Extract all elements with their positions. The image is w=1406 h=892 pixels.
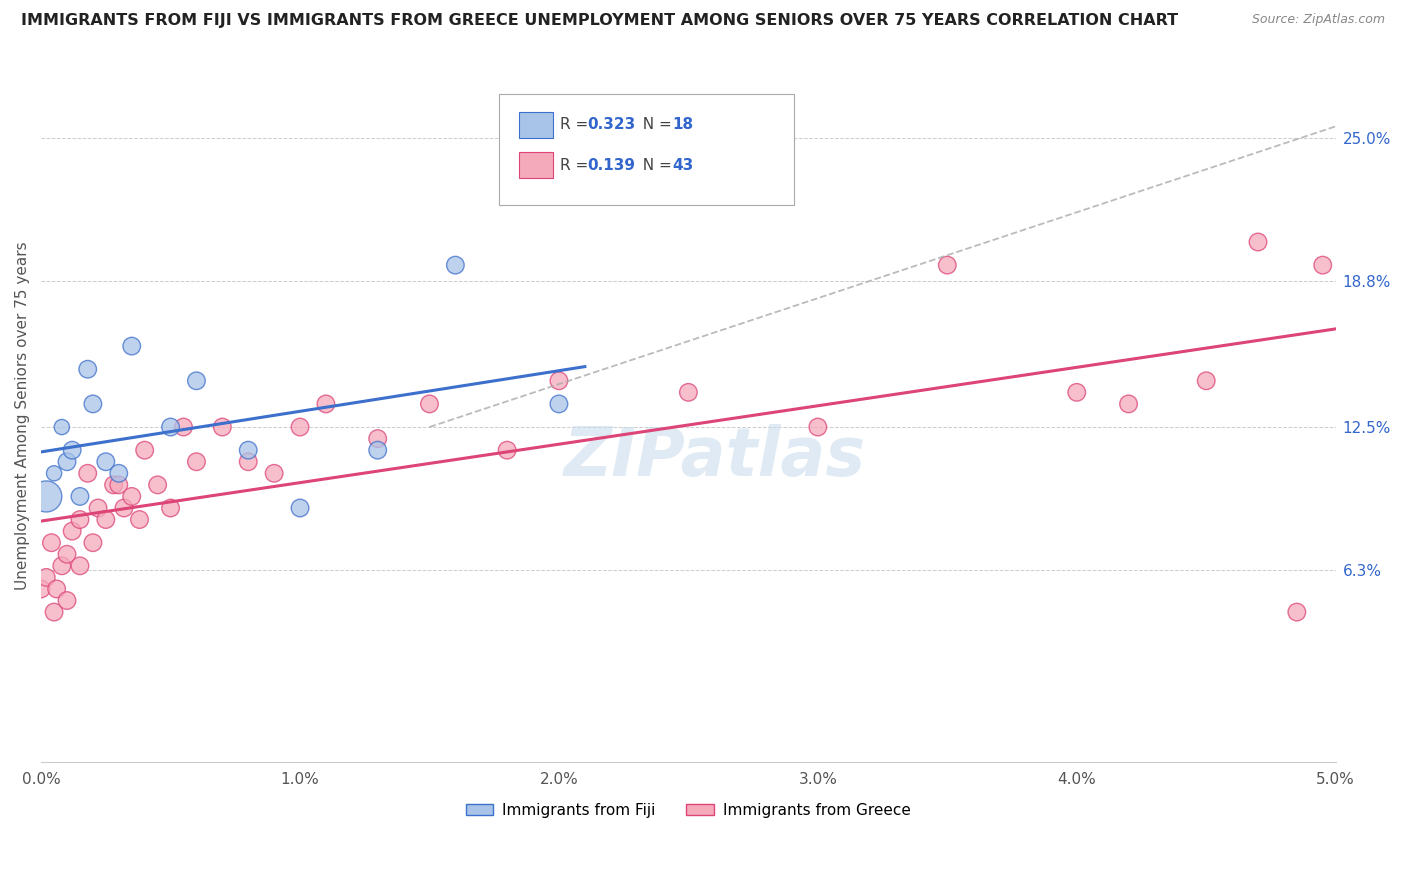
Point	[807, 420, 830, 434]
Point	[35, 570, 58, 584]
Point	[60, 443, 83, 458]
Point	[35, 490, 58, 504]
Point	[51, 420, 73, 434]
Text: ZIPatlas: ZIPatlas	[564, 424, 865, 490]
Point	[76, 467, 98, 481]
Text: Source: ZipAtlas.com: Source: ZipAtlas.com	[1251, 13, 1385, 27]
Point	[134, 443, 156, 458]
Text: N =: N =	[633, 118, 676, 132]
Point	[288, 420, 311, 434]
Point	[56, 593, 79, 607]
Point	[121, 490, 143, 504]
Point	[1195, 374, 1218, 388]
Point	[56, 547, 79, 561]
Text: 0.139: 0.139	[588, 158, 636, 172]
Point	[418, 397, 440, 411]
Point	[263, 467, 285, 481]
Point	[288, 501, 311, 516]
Text: IMMIGRANTS FROM FIJI VS IMMIGRANTS FROM GREECE UNEMPLOYMENT AMONG SENIORS OVER 7: IMMIGRANTS FROM FIJI VS IMMIGRANTS FROM …	[21, 13, 1178, 29]
Point	[69, 490, 91, 504]
Point	[211, 420, 233, 434]
Point	[173, 420, 195, 434]
Point	[69, 512, 91, 526]
Point	[128, 512, 150, 526]
Point	[159, 501, 181, 516]
Text: 18: 18	[672, 118, 693, 132]
Point	[87, 501, 110, 516]
Text: N =: N =	[633, 158, 676, 172]
Y-axis label: Unemployment Among Seniors over 75 years: Unemployment Among Seniors over 75 years	[15, 241, 30, 590]
Point	[76, 362, 98, 376]
Point	[1312, 258, 1334, 272]
Point	[42, 467, 65, 481]
Point	[107, 478, 129, 492]
Point	[238, 455, 260, 469]
Point	[30, 582, 52, 596]
Point	[94, 455, 117, 469]
Legend: Immigrants from Fiji, Immigrants from Greece: Immigrants from Fiji, Immigrants from Gr…	[460, 797, 917, 824]
Text: R =: R =	[560, 158, 593, 172]
Point	[496, 443, 519, 458]
Point	[107, 467, 129, 481]
Point	[42, 605, 65, 619]
Point	[548, 374, 571, 388]
Point	[103, 478, 125, 492]
Point	[548, 397, 571, 411]
Point	[936, 258, 959, 272]
Text: 0.323: 0.323	[588, 118, 636, 132]
Point	[367, 432, 389, 446]
Point	[82, 535, 104, 549]
Point	[315, 397, 337, 411]
Point	[121, 339, 143, 353]
Point	[186, 374, 208, 388]
Point	[444, 258, 467, 272]
Point	[367, 443, 389, 458]
Point	[45, 582, 67, 596]
Point	[159, 420, 181, 434]
Point	[69, 558, 91, 573]
Point	[146, 478, 169, 492]
Point	[1118, 397, 1140, 411]
Point	[60, 524, 83, 538]
Point	[1247, 235, 1270, 249]
Text: R =: R =	[560, 118, 593, 132]
Point	[41, 535, 63, 549]
Point	[1285, 605, 1308, 619]
Point	[51, 558, 73, 573]
Point	[678, 385, 700, 400]
Point	[238, 443, 260, 458]
Point	[82, 397, 104, 411]
Point	[56, 455, 79, 469]
Point	[94, 512, 117, 526]
Point	[112, 501, 135, 516]
Point	[1066, 385, 1088, 400]
Text: 43: 43	[672, 158, 693, 172]
Point	[186, 455, 208, 469]
